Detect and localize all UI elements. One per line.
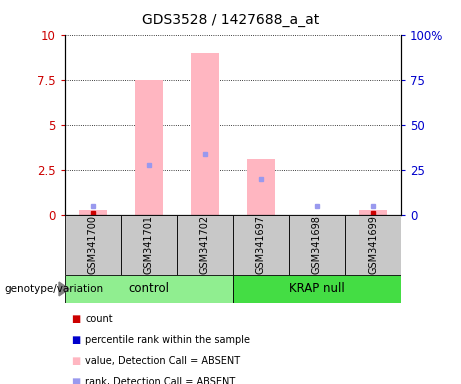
Text: ■: ■ — [71, 314, 81, 324]
Text: GSM341697: GSM341697 — [256, 215, 266, 274]
Polygon shape — [59, 282, 69, 296]
Bar — [247, 159, 275, 215]
Text: GSM341701: GSM341701 — [144, 215, 154, 274]
Bar — [177, 215, 233, 275]
Text: percentile rank within the sample: percentile rank within the sample — [85, 335, 250, 345]
Text: rank, Detection Call = ABSENT: rank, Detection Call = ABSENT — [85, 377, 236, 384]
Bar — [65, 275, 233, 303]
Text: count: count — [85, 314, 113, 324]
Text: GDS3528 / 1427688_a_at: GDS3528 / 1427688_a_at — [142, 13, 319, 27]
Bar — [233, 215, 289, 275]
Text: GSM341698: GSM341698 — [312, 215, 322, 274]
Text: control: control — [128, 283, 169, 295]
Bar — [233, 275, 401, 303]
Bar — [78, 210, 106, 215]
Bar — [135, 80, 163, 215]
Text: genotype/variation: genotype/variation — [5, 284, 104, 294]
Text: KRAP null: KRAP null — [289, 283, 345, 295]
Bar — [359, 210, 387, 215]
Text: value, Detection Call = ABSENT: value, Detection Call = ABSENT — [85, 356, 240, 366]
Text: GSM341700: GSM341700 — [88, 215, 98, 274]
Text: ■: ■ — [71, 335, 81, 345]
Text: GSM341699: GSM341699 — [368, 215, 378, 274]
Bar — [65, 215, 121, 275]
Text: ■: ■ — [71, 356, 81, 366]
Bar — [289, 215, 345, 275]
Text: ■: ■ — [71, 377, 81, 384]
Bar — [345, 215, 401, 275]
Text: GSM341702: GSM341702 — [200, 215, 210, 274]
Bar — [191, 53, 219, 215]
Bar — [121, 215, 177, 275]
